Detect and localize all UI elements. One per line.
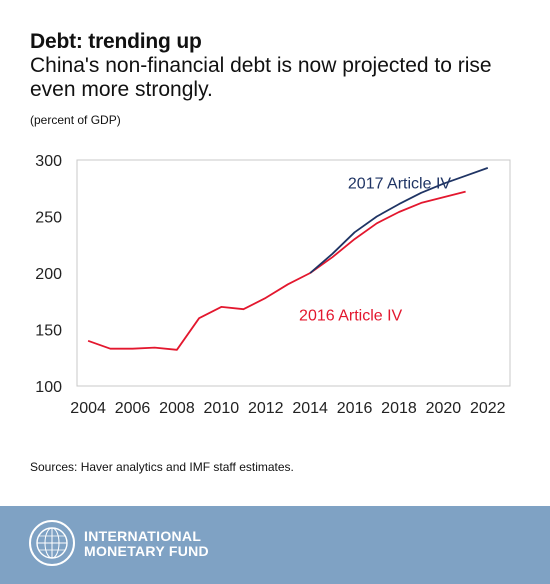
source-note: Sources: Haver analytics and IMF staff e… [30,460,294,474]
x-tick-label: 2014 [292,400,328,417]
x-tick-label: 2008 [159,400,195,417]
y-tick-label: 250 [35,210,62,227]
units-note: (percent of GDP) [30,113,121,127]
series-label-2016-article-iv: 2016 Article IV [299,307,403,324]
x-tick-label: 2010 [204,400,240,417]
line-chart: 100 150 200 250 300 2004 2006 2008 2010 2012 2014 2… [35,153,511,417]
x-tick-label: 2004 [70,400,106,417]
y-tick-label: 200 [35,266,62,283]
y-tick-label: 300 [35,153,62,170]
series-line-2017-article-iv [309,167,489,274]
imf-wordmark: INTERNATIONAL MONETARY FUND [84,529,209,559]
x-tick-label: 2022 [470,400,506,417]
org-name-line1: INTERNATIONAL [84,528,202,544]
y-tick-label: 100 [35,379,62,396]
series-label-2017-article-iv: 2017 Article IV [348,175,452,192]
x-tick-label: 2012 [248,400,284,417]
x-tick-label: 2018 [381,400,417,417]
footer-bar: INTERNATIONAL MONETARY FUND [0,506,550,584]
x-tick-label: 2006 [115,400,151,417]
imf-seal-icon [29,520,75,566]
chart-title: Debt: trending up [30,30,202,53]
plot-frame [76,159,511,387]
series-line-2016-article-iv [87,190,466,351]
x-tick-label: 2020 [426,400,462,417]
x-tick-label: 2016 [337,400,373,417]
y-tick-label: 150 [35,323,62,340]
org-name-line2: MONETARY FUND [84,543,209,559]
chart-subtitle: China's non-financial debt is now projec… [30,54,492,101]
